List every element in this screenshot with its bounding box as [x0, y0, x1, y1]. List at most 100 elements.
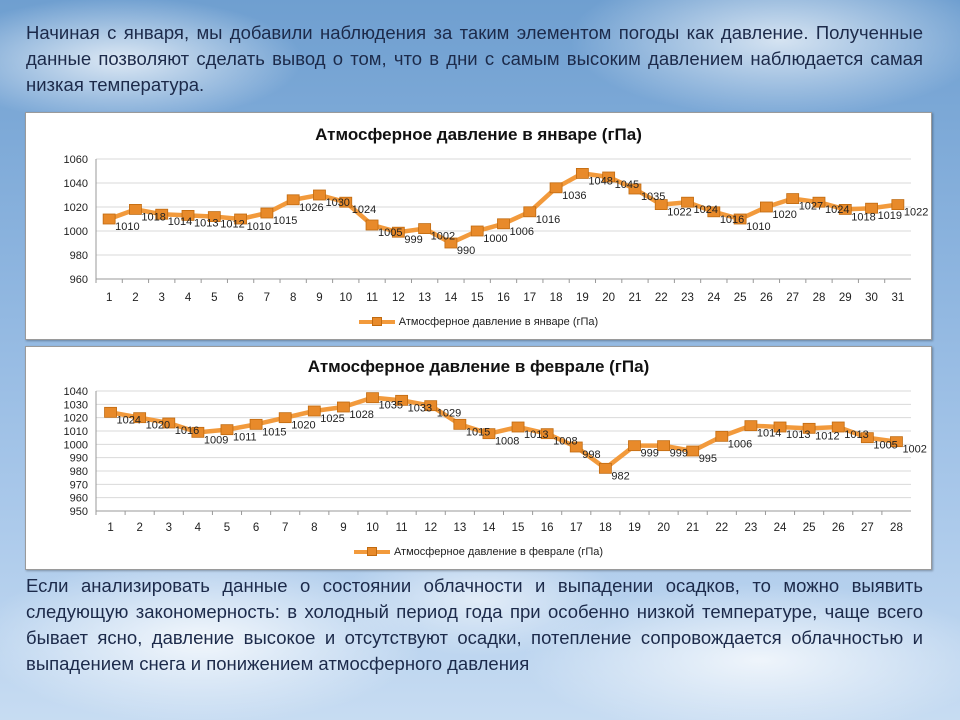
y-tick-label: 960 [70, 274, 88, 286]
x-tick-label: 13 [453, 522, 466, 534]
x-tick-label: 22 [655, 292, 668, 304]
x-tick-label: 21 [686, 522, 699, 534]
conclusion-paragraph: Если анализировать данные о состоянии об… [26, 575, 923, 674]
x-tick-label: 11 [396, 522, 408, 534]
data-point-marker [511, 421, 525, 433]
legend-label: Атмосферное давление в январе (гПа) [398, 316, 599, 328]
data-point-marker [424, 400, 438, 412]
data-label: 1005 [873, 440, 897, 452]
x-tick-label: 16 [497, 292, 510, 304]
data-point-marker [865, 202, 878, 214]
data-point-marker [549, 182, 563, 194]
data-point-marker [155, 208, 169, 220]
x-tick-label: 10 [366, 522, 379, 534]
data-point-marker [234, 213, 247, 225]
data-label: 1019 [878, 210, 902, 222]
x-tick-label: 27 [786, 292, 799, 304]
x-tick-label: 15 [471, 292, 484, 304]
x-tick-label: 5 [224, 522, 230, 534]
x-tick-label: 30 [865, 292, 878, 304]
chart-title: Атмосферное давление в январе (гПа) [315, 125, 642, 144]
data-point-marker [470, 225, 484, 237]
x-tick-label: 17 [570, 522, 583, 534]
data-label: 1013 [194, 217, 218, 229]
data-label: 990 [457, 245, 475, 257]
data-point-marker [802, 422, 816, 434]
data-label: 1026 [299, 202, 323, 214]
data-label: 1016 [536, 214, 560, 226]
y-tick-label: 1030 [64, 399, 88, 411]
series-line [110, 395, 897, 471]
data-point-marker [444, 237, 458, 249]
data-label: 1027 [799, 201, 823, 213]
data-point-marker [860, 432, 874, 444]
x-tick-label: 14 [445, 292, 458, 304]
x-tick-label: 7 [282, 522, 288, 534]
data-label: 1030 [325, 197, 349, 209]
data-label: 1024 [825, 204, 849, 216]
data-label: 1010 [247, 221, 271, 233]
data-point-marker [181, 210, 195, 221]
x-tick-label: 19 [576, 292, 589, 304]
x-tick-label: 2 [136, 522, 142, 534]
data-point-marker [260, 207, 274, 219]
x-tick-label: 5 [211, 292, 217, 304]
x-tick-label: 18 [550, 292, 563, 304]
x-tick-label: 11 [366, 292, 378, 304]
data-point-marker [337, 401, 350, 413]
data-label: 1009 [204, 434, 228, 446]
data-point-marker [339, 196, 353, 208]
data-point-marker [220, 424, 234, 436]
data-point-marker [681, 196, 694, 208]
february-pressure-chart: 950 960 970 980 990 1000 1010 1020 1030 1040 1 2 3 4 5… [25, 346, 932, 570]
data-label: 1025 [320, 413, 344, 425]
x-tick-label: 2 [132, 292, 138, 304]
data-point-marker [831, 421, 845, 433]
data-label: 1002 [431, 231, 455, 243]
data-point-marker [366, 392, 379, 404]
data-label: 1022 [904, 207, 928, 219]
x-tick-label: 20 [657, 522, 670, 534]
data-label: 1035 [641, 191, 665, 203]
data-point-marker [838, 204, 852, 215]
chart-title: Атмосферное давление в феврале (гПа) [307, 357, 650, 376]
x-tick-label: 26 [760, 292, 773, 304]
legend-line-marker-icon [353, 547, 390, 557]
data-point-marker [286, 194, 300, 206]
y-tick-label: 980 [70, 250, 88, 262]
data-label: 1006 [728, 438, 752, 450]
x-tick-label: 28 [813, 292, 826, 304]
x-tick-label: 24 [774, 522, 787, 534]
x-tick-label: 26 [832, 522, 845, 534]
x-tick-label: 12 [392, 292, 405, 304]
data-label: 1005 [378, 227, 402, 239]
data-point-marker [786, 193, 800, 204]
x-tick-label: 25 [803, 522, 816, 534]
x-tick-label: 23 [745, 522, 758, 534]
data-label: 1015 [466, 426, 490, 438]
x-tick-label: 16 [541, 522, 554, 534]
data-point-marker [133, 412, 147, 424]
x-tick-label: 18 [599, 522, 612, 534]
data-label: 1048 [588, 175, 612, 187]
data-label: 1029 [437, 408, 461, 420]
data-point-marker [707, 206, 721, 218]
data-point-marker [628, 440, 641, 452]
data-label: 982 [611, 470, 629, 482]
data-label: 1012 [815, 430, 839, 442]
y-tick-label: 1020 [64, 202, 88, 214]
x-tick-label: 3 [159, 292, 165, 304]
x-tick-label: 15 [512, 522, 525, 534]
data-label: 1024 [694, 204, 718, 216]
data-point-marker [657, 440, 670, 452]
x-tick-label: 14 [483, 522, 496, 534]
x-tick-label: 12 [424, 522, 437, 534]
data-point-marker [773, 421, 787, 433]
data-point-marker [890, 436, 903, 448]
data-label: 1011 [233, 432, 257, 444]
data-point-marker [575, 168, 589, 179]
data-label: 999 [404, 234, 422, 246]
data-label: 1022 [667, 207, 691, 219]
intro-paragraph: Начиная с января, мы добавили наблюдения… [26, 22, 923, 95]
data-label: 1014 [757, 428, 781, 440]
